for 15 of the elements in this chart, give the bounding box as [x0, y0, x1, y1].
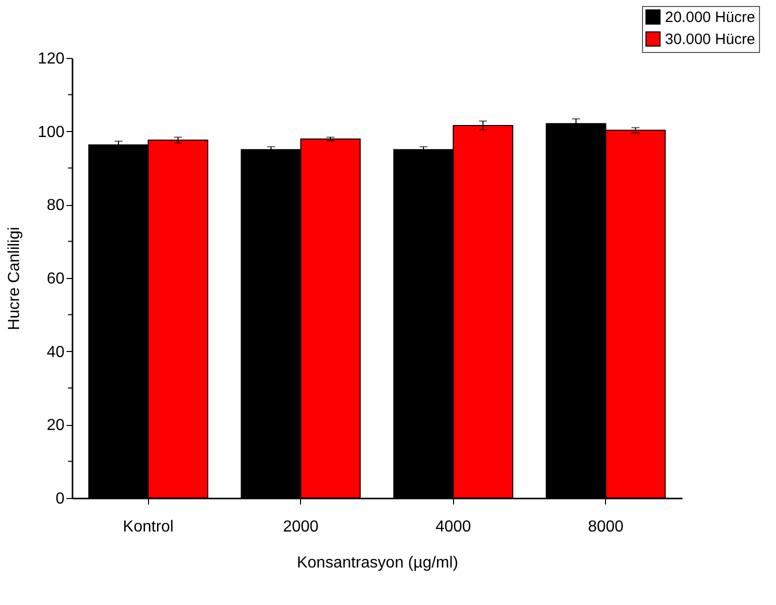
- y-axis-title: Hucre Canliligi: [6, 226, 23, 330]
- x-tick-label: 8000: [588, 518, 624, 536]
- y-tick-label: 0: [56, 490, 65, 508]
- y-tick-label: 20: [46, 417, 65, 434]
- y-tick-label: 60: [46, 270, 65, 288]
- x-tick-label: Kontrol: [122, 518, 174, 536]
- legend-label: 30.000 Hücre: [665, 31, 756, 48]
- legend-label: 20.000 Hücre: [665, 9, 756, 26]
- y-tick-label: 80: [46, 197, 65, 214]
- y-tick-label: 100: [38, 124, 65, 141]
- y-tick-label: 120: [38, 50, 65, 68]
- x-tick-label: 4000: [435, 518, 472, 536]
- x-tick-label: 2000: [282, 518, 319, 536]
- y-tick-label: 40: [46, 344, 65, 361]
- x-axis-title: Konsantrasyon (µg/ml): [296, 554, 458, 572]
